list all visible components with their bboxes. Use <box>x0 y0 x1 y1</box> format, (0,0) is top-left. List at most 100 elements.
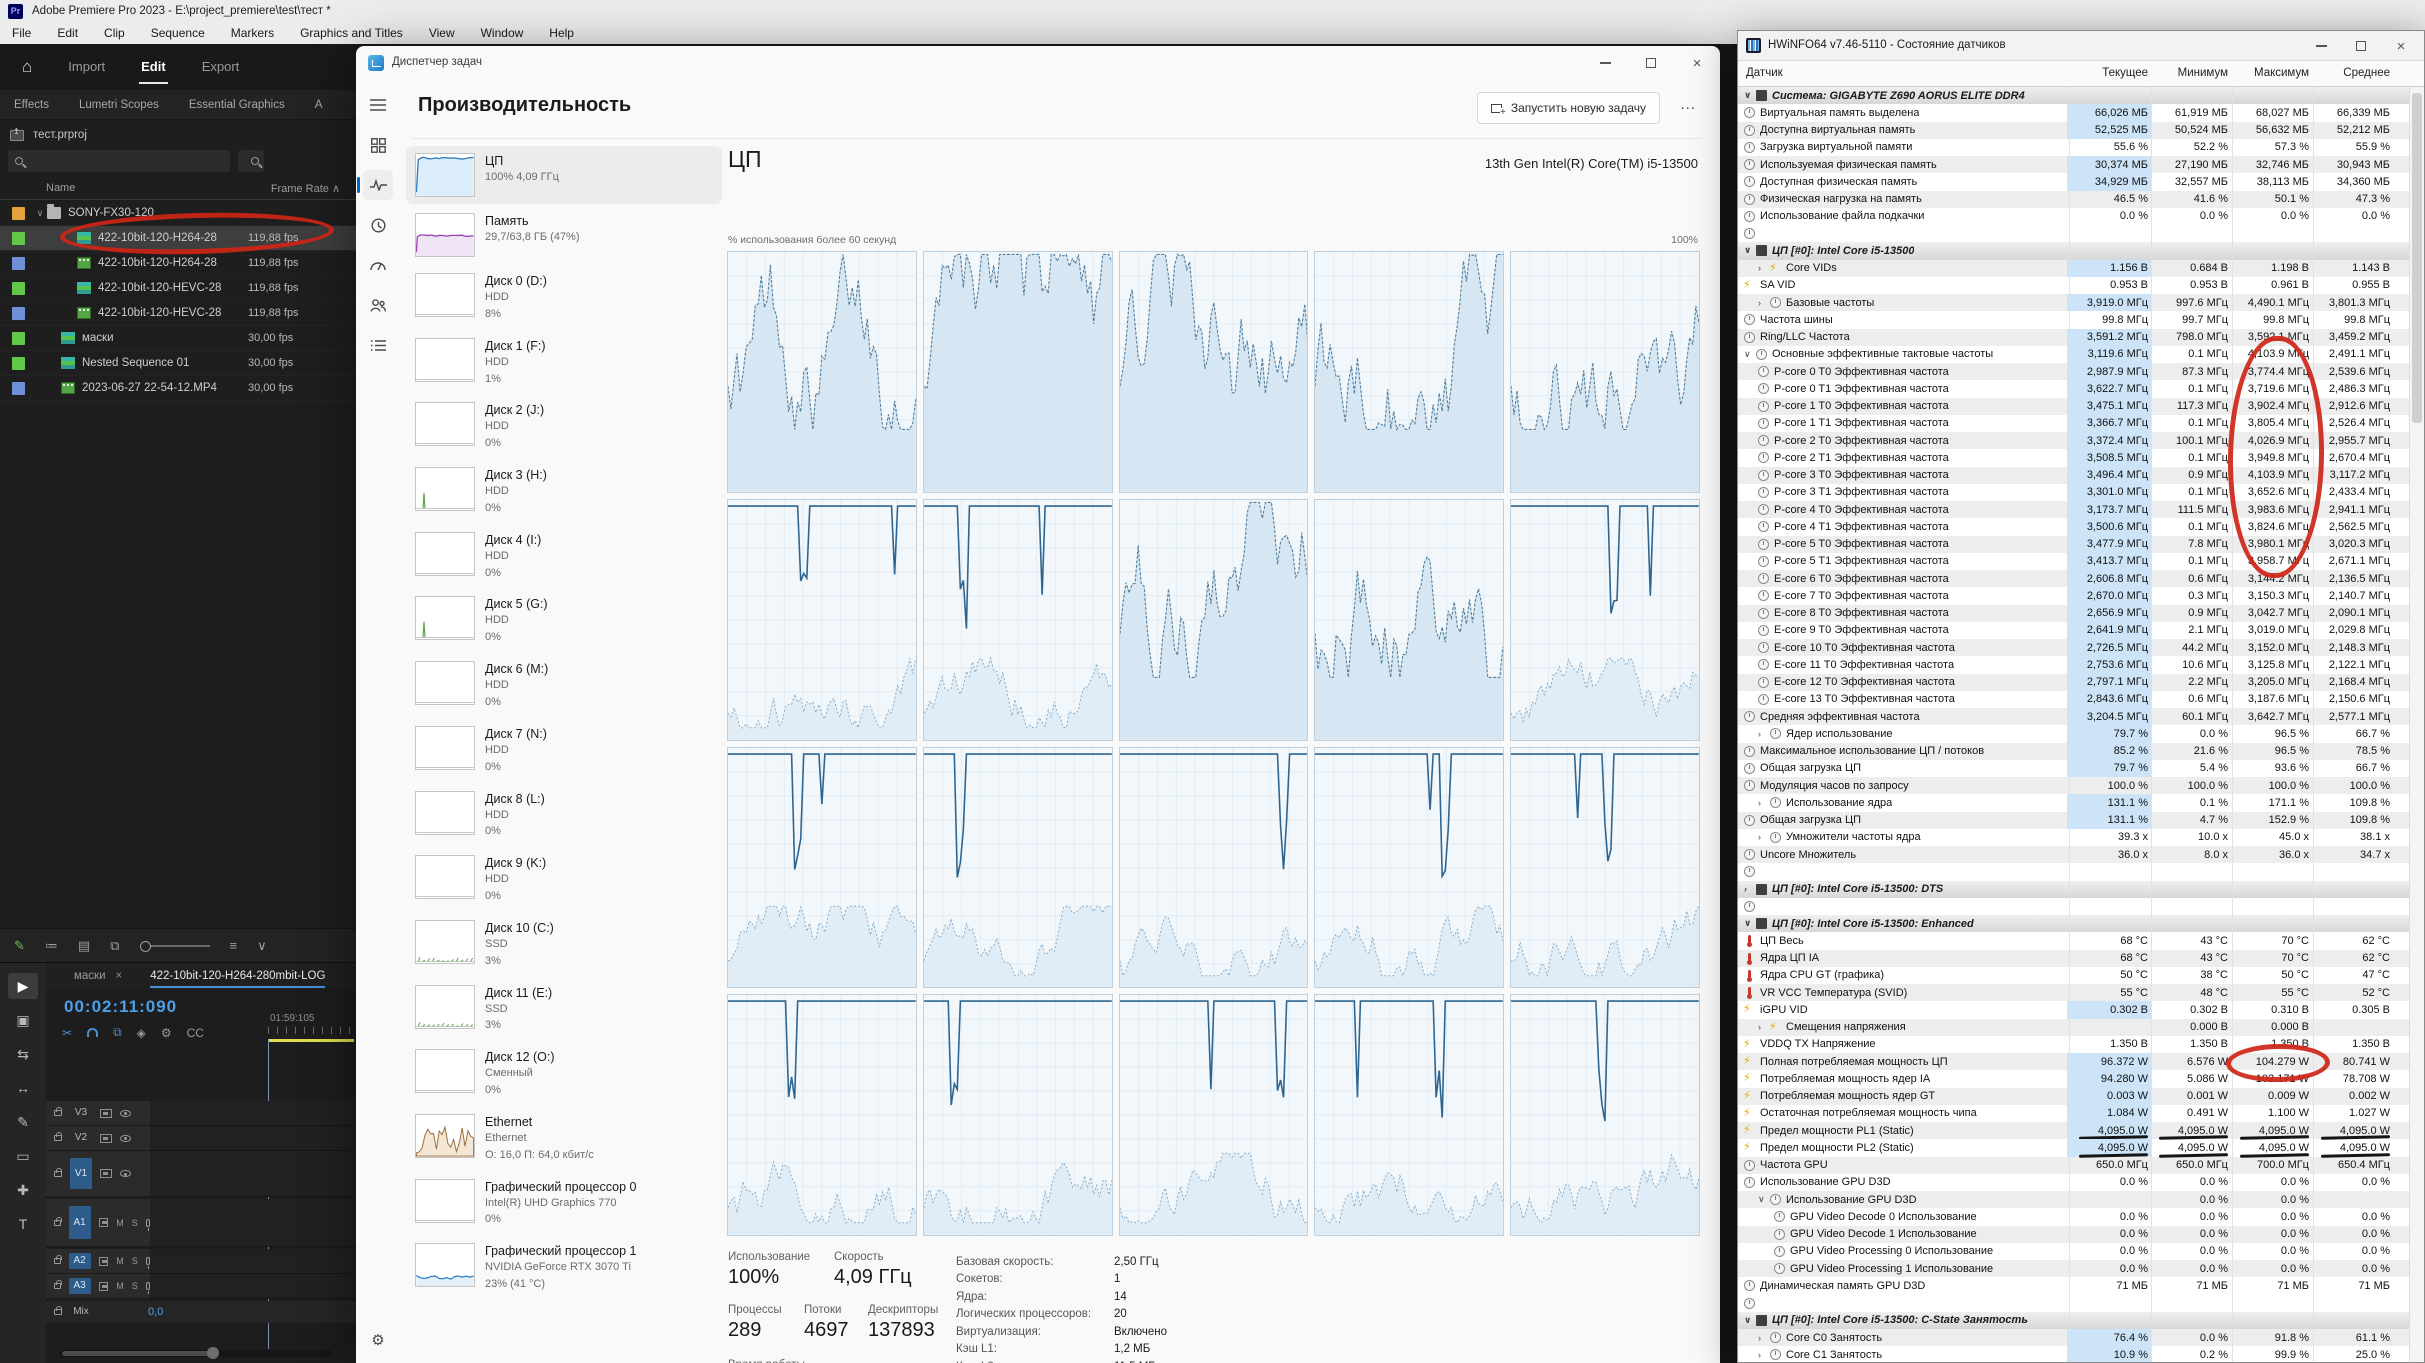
chevron-icon[interactable]: ∨ <box>1758 1194 1765 1205</box>
mix-track[interactable]: Mix 0,0 <box>46 1301 356 1323</box>
sensor-row[interactable]: Частота шины 99.8 МГц 99.7 МГц 99.8 МГц … <box>1738 311 2424 328</box>
menu-item[interactable]: Help <box>549 26 574 40</box>
sidebar-item[interactable]: Память 29,7/63,8 ГБ (47%) <box>406 206 722 264</box>
sensor-row[interactable]: Ядра ЦП IA 68 °C 43 °C 70 °C 62 °C <box>1738 949 2424 967</box>
mute-button[interactable]: M <box>116 1217 124 1228</box>
snap-in-icon[interactable]: ✂ <box>62 1025 73 1040</box>
chevron-icon[interactable]: › <box>1758 797 1761 808</box>
sensor-row[interactable] <box>1738 863 2424 881</box>
sensor-row[interactable]: Общая загрузка ЦП 131.1 % 4.7 % 152.9 % … <box>1738 811 2424 829</box>
column-current[interactable]: Текущее <box>2102 67 2148 79</box>
chevron-icon[interactable]: › <box>1758 297 1761 308</box>
sidebar-item[interactable]: Диск 11 (E:) SSD 3% <box>406 978 722 1041</box>
track-a1[interactable]: A1 M S <box>46 1199 356 1247</box>
sidebar-item[interactable]: Диск 0 (D:) HDD 8% <box>406 266 722 329</box>
source-patch-icon[interactable] <box>100 1108 112 1118</box>
minimize-button[interactable] <box>2298 31 2344 61</box>
chevron-icon[interactable]: ∨ <box>1744 90 1752 101</box>
label-color-chip[interactable] <box>12 256 25 270</box>
sensor-row[interactable]: Доступная физическая память 34,929 МБ 32… <box>1738 173 2424 191</box>
menu-item[interactable]: View <box>428 26 455 40</box>
close-button[interactable]: × <box>2396 37 2406 55</box>
track-a3[interactable]: A3 M S <box>46 1274 356 1299</box>
sensor-row[interactable]: Предел мощности PL2 (Static) 4,095.0 W 4… <box>1738 1139 2424 1157</box>
sensor-row[interactable]: Динамическая память GPU D3D 71 МБ 71 МБ … <box>1738 1277 2424 1294</box>
label-color-chip[interactable] <box>12 206 25 220</box>
chevron-icon[interactable]: › <box>1758 832 1761 843</box>
menu-item[interactable]: Clip <box>104 26 125 40</box>
scrollbar-thumb[interactable] <box>2412 93 2422 423</box>
sidebar-item[interactable]: Диск 8 (L:) HDD 0% <box>406 784 722 847</box>
sidebar-item[interactable]: Диск 3 (H:) HDD 0% <box>406 460 722 523</box>
track-lane[interactable] <box>150 1274 356 1299</box>
sensor-row[interactable]: Частота GPU 650.0 МГц 650.0 МГц 700.0 МГ… <box>1738 1156 2424 1174</box>
chevron-icon[interactable]: ∨ <box>1744 1314 1752 1325</box>
freeform-view-icon[interactable]: ⧉ <box>110 937 120 953</box>
sensor-row[interactable]: › Базовые частоты 3,919.0 МГц 997.6 МГц … <box>1738 294 2424 312</box>
sensor-row[interactable]: ∨ Использование GPU D3D 0.0 % 0.0 % <box>1738 1191 2424 1209</box>
sensor-row[interactable]: P-core 5 T0 Эффективная частота 3,477.9 … <box>1738 535 2424 553</box>
project-item-row[interactable]: 422-10bit-120-HEVC-28 119,88 fps <box>0 301 356 326</box>
rectangle-tool[interactable]: ▭ <box>16 1147 30 1164</box>
sensor-row[interactable]: GPU Video Processing 1 Использование 0.0… <box>1738 1260 2424 1278</box>
eye-icon[interactable] <box>120 1134 131 1142</box>
selection-tool[interactable]: ▶ <box>8 973 38 999</box>
sensor-row[interactable]: P-core 1 T1 Эффективная частота 3,366.7 … <box>1738 414 2424 432</box>
source-patch-icon[interactable] <box>98 1218 109 1227</box>
sensor-row[interactable]: E-core 9 T0 Эффективная частота 2,641.9 … <box>1738 621 2424 639</box>
zoom-slider[interactable] <box>139 940 210 952</box>
mute-button[interactable]: M <box>116 1281 124 1291</box>
chevron-icon[interactable]: › <box>1758 263 1761 274</box>
hwinfo-titlebar[interactable]: HWiNFO64 v7.46-5110 - Состояние датчиков… <box>1738 31 2424 61</box>
sequence-tab-active[interactable]: 422-10bit-120-H264-280mbit-LOG <box>150 970 326 988</box>
label-color-chip[interactable] <box>12 356 25 370</box>
sensor-row[interactable]: Максимальное использование ЦП / потоков … <box>1738 742 2424 760</box>
sensor-row[interactable]: ∨ ЦП [#0]: Intel Core i5-13500: Enhanced <box>1738 915 2424 933</box>
sidebar-item[interactable]: Диск 5 (G:) HDD 0% <box>406 589 722 652</box>
track-label[interactable]: A1 <box>68 1206 91 1239</box>
lock-icon[interactable] <box>54 1132 62 1141</box>
column-minimum[interactable]: Минимум <box>2177 67 2228 79</box>
lock-icon[interactable] <box>54 1167 62 1177</box>
menu-item[interactable]: Graphics and Titles <box>300 26 403 40</box>
source-patch-icon[interactable] <box>98 1256 109 1266</box>
sensor-row[interactable]: Ring/LLC Частота 3,591.2 МГц 798.0 МГц 3… <box>1738 328 2424 346</box>
workspace-tab[interactable]: Export <box>201 58 240 74</box>
sensor-row[interactable]: Использование GPU D3D 0.0 % 0.0 % 0.0 % … <box>1738 1174 2424 1191</box>
menu-item[interactable]: Sequence <box>150 26 205 40</box>
sidebar-item[interactable]: Диск 1 (F:) HDD 1% <box>406 331 722 394</box>
menu-item[interactable]: File <box>12 26 32 40</box>
timeline-settings-wrench-icon[interactable]: ⚙ <box>160 1025 172 1040</box>
sensor-row[interactable]: E-core 12 T0 Эффективная частота 2,797.1… <box>1738 673 2424 691</box>
sidebar-item[interactable]: Диск 12 (O:) Сменный 0% <box>406 1042 722 1105</box>
lock-icon[interactable] <box>54 1306 62 1315</box>
sidebar-item[interactable]: Ethernet Ethernet О: 16,0 П: 64,0 кбит/с <box>406 1107 722 1170</box>
menu-item[interactable]: Window <box>480 26 524 40</box>
workspace-tab[interactable]: Import <box>68 58 106 74</box>
sequence-tab-maski[interactable]: маски × <box>74 970 123 982</box>
sensor-row[interactable]: › Ядер использование 79.7 % 0.0 % 96.5 %… <box>1738 725 2424 743</box>
track-select-tool[interactable]: ▣ <box>16 1011 30 1028</box>
column-frame-rate[interactable]: Frame Rate ∧ <box>270 183 340 195</box>
sidebar-item[interactable]: Диск 6 (M:) HDD 0% <box>406 654 722 717</box>
track-v2[interactable]: V2 <box>46 1126 356 1151</box>
sensor-row[interactable]: E-core 11 T0 Эффективная частота 2,753.6… <box>1738 656 2424 674</box>
sensor-row[interactable] <box>1738 1294 2424 1312</box>
timeline-scrollbar[interactable] <box>60 1347 332 1359</box>
linked-selection-icon[interactable]: ⧉ <box>113 1025 122 1039</box>
minimize-button[interactable] <box>1582 46 1628 80</box>
sensor-row[interactable]: Использование файла подкачки 0.0 % 0.0 %… <box>1738 208 2424 225</box>
sensor-row[interactable]: Виртуальная память выделена 66,026 МБ 61… <box>1738 104 2424 122</box>
pencil-icon[interactable]: ✎ <box>14 937 25 953</box>
sensor-row[interactable]: Физическая нагрузка на память 46.5 % 41.… <box>1738 190 2424 208</box>
track-label[interactable]: V1 <box>70 1157 92 1190</box>
track-v1[interactable]: V1 <box>46 1151 356 1197</box>
sensor-row[interactable]: Общая загрузка ЦП 79.7 % 5.4 % 93.6 % 66… <box>1738 759 2424 777</box>
eye-icon[interactable] <box>120 1170 131 1177</box>
settings-gear-icon[interactable]: ⚙ <box>371 1332 385 1349</box>
performance-icon[interactable] <box>357 170 393 200</box>
label-color-chip[interactable] <box>12 381 25 395</box>
chevron-icon[interactable]: ∨ <box>1744 348 1751 359</box>
panel-tab[interactable]: A <box>314 98 323 111</box>
run-new-task-button[interactable]: Запустить новую задачу <box>1476 92 1660 124</box>
